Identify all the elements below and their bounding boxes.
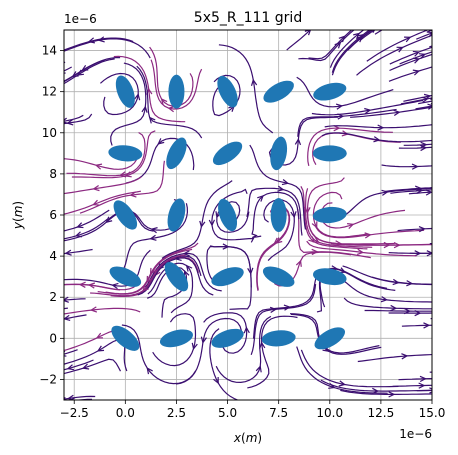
y-tick-label: 12 <box>42 85 57 99</box>
y-tick-label: 4 <box>49 249 57 263</box>
y-tick-label: 10 <box>42 126 57 140</box>
y-tick-label: 6 <box>49 208 57 222</box>
x-axis-label: x(m) <box>233 431 262 445</box>
particle-ellipse <box>168 75 184 109</box>
x-tick-label: 10.0 <box>316 406 343 420</box>
y-offset-label: 1e−6 <box>64 12 97 26</box>
y-tick-label: 8 <box>49 167 57 181</box>
x-tick-label: 7.5 <box>269 406 288 420</box>
x-tick-label: 15.0 <box>419 406 446 420</box>
y-tick-label: 0 <box>49 331 57 345</box>
x-offset-label: 1e−6 <box>399 427 432 441</box>
particle-ellipse <box>271 198 287 232</box>
x-tick-label: 2.5 <box>167 406 186 420</box>
y-tick-label: 2 <box>49 290 57 304</box>
y-tick-label: 14 <box>42 44 57 58</box>
chart-title: 5x5_R_111 grid <box>194 10 302 26</box>
x-tick-label: −2.5 <box>60 406 89 420</box>
y-axis-label: y(m) <box>11 201 25 230</box>
x-tick-label: 12.5 <box>368 406 395 420</box>
x-tick-label: 5.0 <box>218 406 237 420</box>
particle-ellipse <box>313 145 347 161</box>
y-tick-label: −2 <box>39 372 57 386</box>
x-tick-label: 0.0 <box>116 406 135 420</box>
